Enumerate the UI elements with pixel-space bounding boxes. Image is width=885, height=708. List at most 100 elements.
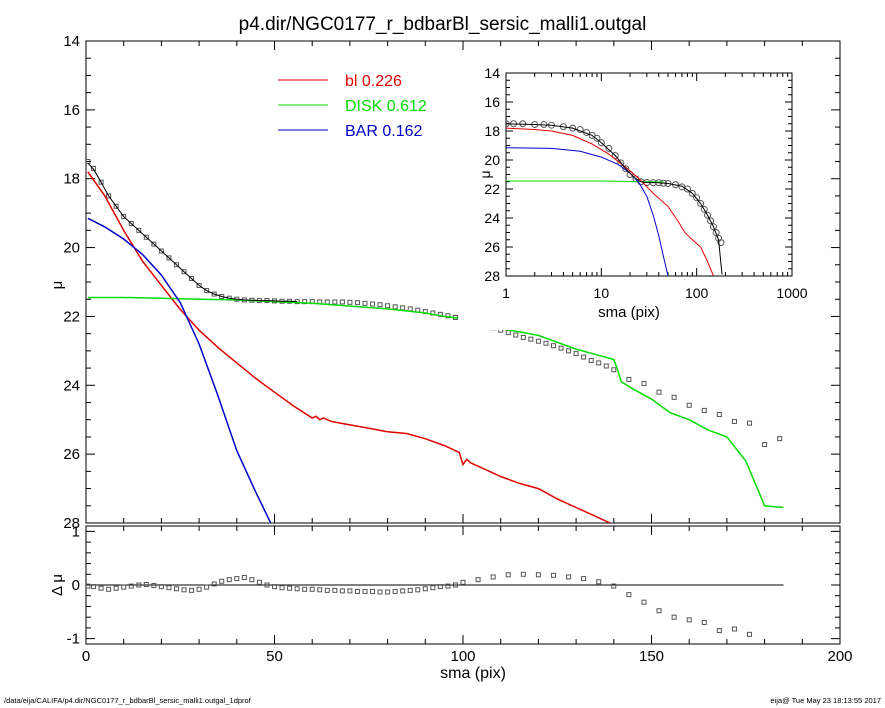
x-tick-label: 150 <box>639 648 664 665</box>
inset-y-tick-label: 22 <box>484 181 500 197</box>
residual-data-point <box>347 588 353 594</box>
residual-data-point <box>136 582 142 588</box>
residual-y-tick-label: 0 <box>72 577 80 594</box>
residual-data-point <box>747 631 753 637</box>
inset-data-point <box>597 139 605 147</box>
main-data-point <box>596 360 602 366</box>
main-data-point <box>173 262 179 268</box>
residual-data-point <box>581 576 587 582</box>
x-tick-label: 0 <box>82 648 90 665</box>
main-data-point <box>407 306 413 312</box>
x-tick-label: 100 <box>450 648 475 665</box>
inset-data-point <box>707 217 715 225</box>
main-data-point <box>603 363 609 369</box>
legend-label-disk: DISK 0.612 <box>345 98 427 115</box>
main-data-point <box>354 300 360 306</box>
main-data-point <box>566 348 572 354</box>
residual-data-point <box>181 587 187 593</box>
main-series-line-model <box>87 162 298 303</box>
main-data-point <box>136 227 142 233</box>
residual-data-point <box>422 586 428 592</box>
residual-data-point <box>302 586 308 592</box>
inset-y-tick-label: 28 <box>484 268 500 284</box>
main-data-point <box>339 299 345 305</box>
inset-data-point <box>700 205 708 213</box>
residual-data-point <box>505 572 511 578</box>
main-data-point <box>211 291 217 297</box>
x-tick-label: 200 <box>827 648 852 665</box>
residual-data-point <box>430 585 436 591</box>
main-data-point <box>641 381 647 387</box>
main-data-point <box>445 313 451 319</box>
residual-data-point <box>272 584 277 590</box>
main-y-tick-label: 22 <box>63 308 80 325</box>
main-data-point <box>581 354 587 360</box>
main-data-point <box>731 418 737 424</box>
residual-data-point <box>385 589 391 595</box>
inset-y-tick-label: 18 <box>484 123 500 139</box>
main-data-point <box>362 300 368 306</box>
residual-y-tick-label: 1 <box>72 523 80 540</box>
residual-data-point <box>596 579 602 585</box>
main-y-tick-label: 16 <box>63 102 80 119</box>
main-data-point <box>196 282 202 288</box>
residual-data-point <box>377 589 383 595</box>
residual-y-tick-label: -1 <box>67 631 80 648</box>
inset-data-point <box>709 223 717 231</box>
legend-label-bar: BAR 0.162 <box>345 123 422 140</box>
inset-x-tick-label: 100 <box>685 285 709 301</box>
residual-data-point <box>256 579 262 585</box>
inset-x-axis-label: sma (pix) <box>598 304 660 321</box>
residual-data-point <box>151 583 157 589</box>
main-data-point <box>151 241 157 247</box>
x-axis-label: sma (pix) <box>440 665 506 682</box>
residual-data-point <box>535 572 541 578</box>
residual-data-point <box>566 574 572 580</box>
residual-data-point <box>241 574 247 580</box>
residual-data-point <box>279 585 285 591</box>
main-series-line-disk <box>87 296 784 509</box>
main-y-tick-label: 26 <box>63 446 80 463</box>
residual-data-point <box>226 577 232 583</box>
residual-data-point <box>716 628 722 634</box>
main-y-tick-label: 18 <box>63 171 80 188</box>
main-y-tick-label: 14 <box>63 33 80 50</box>
inset-data-point <box>593 134 601 142</box>
main-data-point <box>626 376 632 382</box>
residual-data-point <box>611 583 617 589</box>
inset-x-tick-label: 10 <box>594 285 610 301</box>
residual-data-point <box>166 585 172 591</box>
main-data-point <box>762 442 768 448</box>
main-panel: 14 16 18 20 22 24 26 28 μ bl 0.226 DISK 0.612 BAR 0… <box>49 33 841 532</box>
inset-data-point <box>605 144 613 152</box>
main-data-point <box>158 248 164 254</box>
main-data-point <box>91 165 97 171</box>
main-data-point <box>558 345 564 351</box>
inset-data-point <box>622 165 630 173</box>
main-y-tick-label: 28 <box>63 515 80 532</box>
main-y-tick-label: 20 <box>63 240 80 257</box>
inset-x-tick-label: 1000 <box>776 285 807 301</box>
inset-data-point <box>704 211 712 219</box>
main-data-point <box>106 193 112 199</box>
main-data-point <box>332 299 338 305</box>
residual-data-point <box>452 582 458 588</box>
inset-y-tick-label: 16 <box>484 94 500 110</box>
main-data-point <box>611 367 617 373</box>
residual-data-point <box>211 581 217 587</box>
residual-data-point <box>309 586 315 592</box>
main-series-line-bar <box>87 217 272 523</box>
residual-data-point <box>106 586 112 592</box>
residual-data-point <box>121 584 127 590</box>
residual-data-point <box>128 583 134 589</box>
residual-data-point <box>437 584 443 590</box>
main-data-point <box>671 394 677 400</box>
main-y-tick-label: 24 <box>63 377 80 394</box>
residual-data-point <box>475 577 481 583</box>
main-data-point <box>113 203 119 209</box>
residual-data-point <box>91 584 97 590</box>
residual-data-point <box>445 583 451 589</box>
inset-y-axis-label: μ <box>477 170 493 178</box>
main-data-point <box>324 299 330 305</box>
